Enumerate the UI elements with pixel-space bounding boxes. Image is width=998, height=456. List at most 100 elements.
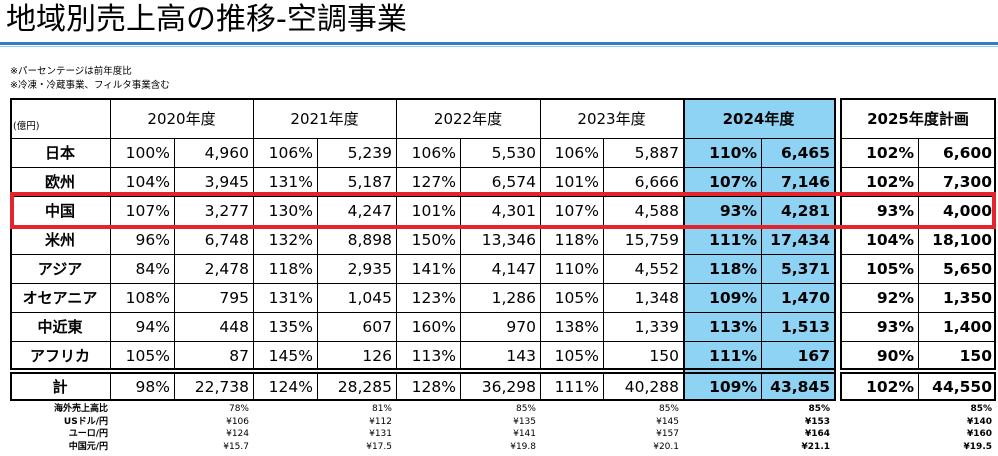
grid-line (253, 98, 254, 370)
growth-cell: 118% (554, 230, 599, 249)
growth-cell: 106% (268, 143, 313, 162)
footer-value: ¥157 (656, 429, 679, 439)
footer-value: 78% (228, 404, 249, 414)
sales-cell: 1,045 (347, 288, 392, 307)
growth-cell: 111% (554, 377, 599, 396)
year-header-0: 2020年度 (147, 109, 216, 128)
footer-value: ¥153 (804, 416, 830, 427)
grid-line (683, 98, 684, 370)
grid-line (317, 138, 318, 370)
sales-cell: 4,588 (634, 201, 679, 220)
grid-line (460, 372, 461, 401)
sales-cell: 4,960 (204, 143, 249, 162)
sales-cell: 28,285 (337, 377, 392, 396)
sales-cell: 5,371 (780, 259, 830, 278)
growth-cell: 104% (125, 172, 170, 191)
grid-line (840, 372, 841, 401)
growth-cell: 100% (125, 143, 170, 162)
sales-cell: 1,348 (634, 288, 679, 307)
title-underline (0, 42, 998, 45)
sales-cell: 6,666 (634, 172, 679, 191)
grid-line (253, 372, 254, 401)
sales-cell: 970 (506, 317, 536, 336)
grid-line (918, 372, 919, 401)
growth-cell: 105% (554, 288, 599, 307)
grid-line (460, 138, 461, 370)
grid-line (540, 372, 541, 401)
unit-label: (億円) (13, 121, 40, 132)
sales-cell: 44,550 (932, 377, 992, 396)
footer-value: ¥19.5 (963, 441, 992, 452)
growth-cell: 102% (866, 172, 914, 191)
growth-cell: 111% (709, 346, 757, 365)
sales-cell: 448 (219, 317, 249, 336)
growth-cell: 93% (719, 201, 757, 220)
year-header-1: 2021年度 (290, 109, 359, 128)
year-header-4: 2024年度 (722, 109, 795, 128)
sales-cell: 18,100 (932, 230, 992, 249)
footer-value: ¥164 (804, 429, 830, 439)
sales-cell: 17,434 (770, 230, 830, 249)
sales-cell: 7,300 (942, 172, 992, 191)
growth-cell: 123% (411, 288, 456, 307)
sales-cell: 1,350 (942, 288, 992, 307)
growth-cell: 138% (554, 317, 599, 336)
growth-cell: 108% (125, 288, 170, 307)
year-header-5: 2025年度計画 (867, 109, 969, 128)
footer-value: ¥145 (656, 416, 679, 427)
growth-cell: 130% (268, 201, 313, 220)
sales-cell: 6,600 (942, 143, 992, 162)
growth-cell: 145% (268, 346, 313, 365)
growth-cell: 105% (866, 259, 914, 278)
growth-cell: 84% (135, 259, 170, 278)
sales-cell: 4,000 (942, 201, 992, 220)
footer-value: ¥15.7 (223, 441, 249, 452)
highlight-frame (683, 98, 836, 401)
row-label: アジア (37, 260, 83, 278)
growth-cell: 150% (411, 230, 456, 249)
sales-cell: 150 (959, 346, 992, 365)
year-header-2: 2022年度 (433, 109, 503, 128)
growth-cell: 106% (554, 143, 599, 162)
growth-cell: 98% (135, 377, 170, 396)
growth-cell: 93% (876, 201, 914, 220)
note-scope: ※冷凍・冷蔵事業、フィルタ事業含む (10, 80, 170, 91)
sales-cell: 4,552 (634, 259, 679, 278)
growth-cell: 105% (554, 346, 599, 365)
footer-value: ¥19.8 (510, 441, 536, 452)
growth-cell: 96% (135, 230, 170, 249)
sales-cell: 5,650 (942, 259, 992, 278)
sales-cell: 1,286 (491, 288, 536, 307)
growth-cell: 135% (268, 317, 313, 336)
page-title: 地域別売上高の推移-空調事業 (6, 2, 407, 37)
row-label: 中近東 (37, 318, 83, 336)
footer-value: ¥141 (513, 429, 536, 439)
row-label: 米州 (44, 231, 75, 249)
highlight-2024-column (683, 98, 834, 401)
footer-label: USドル/円 (63, 416, 108, 427)
grid-line (603, 138, 604, 370)
grid-line (10, 312, 834, 313)
row-label: 中国 (44, 202, 75, 220)
grid-line (174, 138, 175, 370)
growth-cell: 131% (268, 172, 313, 191)
grid-line (761, 372, 762, 401)
row-label: オセアニア (22, 289, 98, 307)
sales-cell: 795 (219, 288, 249, 307)
sales-cell: 22,738 (194, 377, 249, 396)
sales-cell: 3,945 (204, 172, 249, 191)
sales-cell: 15,759 (624, 230, 679, 249)
sales-cell: 5,239 (347, 143, 392, 162)
year-header-3: 2023年度 (577, 109, 646, 128)
footer-value: 85% (658, 404, 679, 414)
footer-label: ユーロ/円 (68, 429, 108, 439)
sales-cell: 40,288 (624, 377, 679, 396)
grid-line (761, 138, 762, 370)
sales-cell: 4,301 (491, 201, 536, 220)
note-percentage: ※パーセンテージは前年度比 (10, 66, 132, 77)
row-label: 欧州 (44, 173, 75, 191)
sales-cell: 5,530 (491, 143, 536, 162)
footer-value: ¥21.1 (801, 441, 830, 452)
growth-cell: 105% (125, 346, 170, 365)
sales-cell: 8,898 (347, 230, 392, 249)
